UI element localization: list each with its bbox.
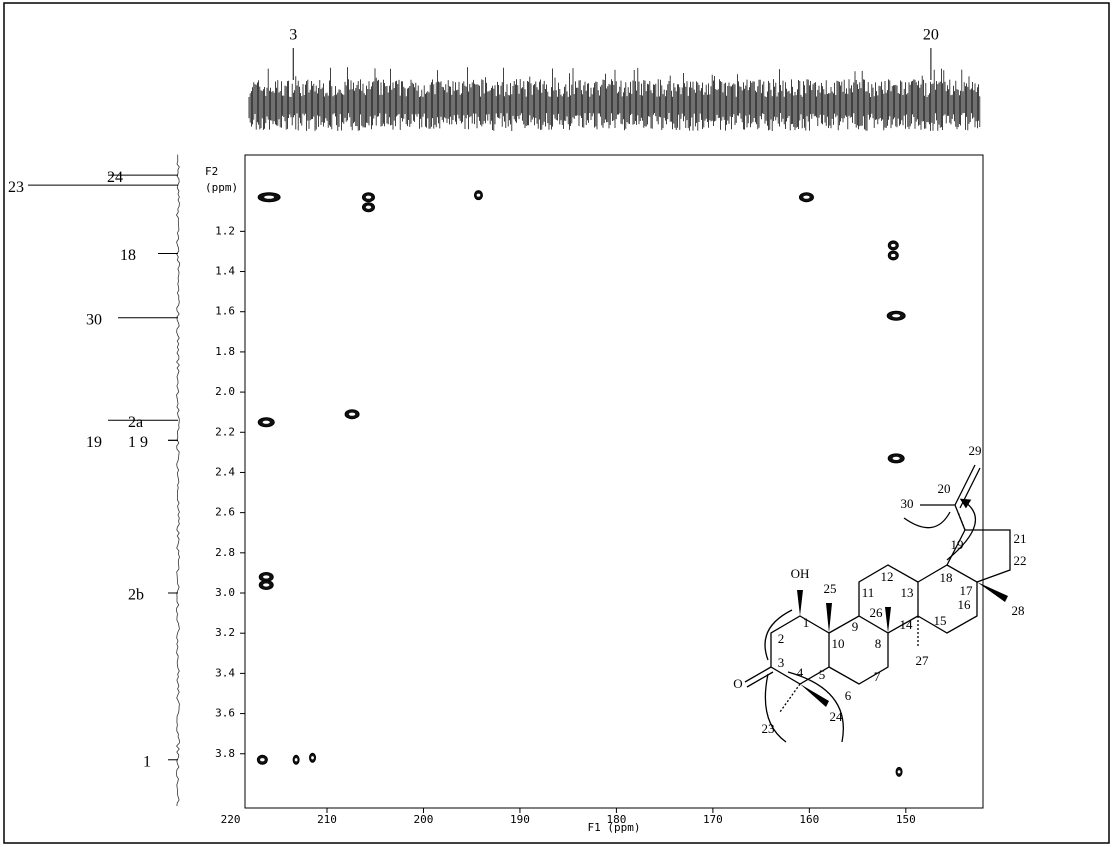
atom-label: 2 [778, 631, 785, 646]
rings [744, 464, 1011, 688]
atom-label: O [733, 676, 742, 691]
atom-label: 29 [969, 443, 982, 458]
cross-peak-contour [891, 253, 896, 258]
atom-label: 4 [797, 665, 804, 680]
atom-label: 12 [881, 569, 894, 584]
cross-peak-contour [263, 575, 270, 579]
x-tick-label: 180 [606, 813, 626, 826]
y-tick-label: 1.4 [215, 265, 235, 278]
atom-label: 7 [874, 669, 881, 684]
y-tick-label: 3.8 [215, 747, 235, 760]
atom-label: 22 [1014, 553, 1027, 568]
x-tick-label: 170 [703, 813, 723, 826]
cross-peak-contour [365, 195, 372, 199]
atom-label: 16 [958, 597, 972, 612]
cross-peak-contour [365, 205, 372, 209]
x-tick-label: 190 [510, 813, 530, 826]
x-tick-label: 200 [414, 813, 434, 826]
atom-label: 15 [934, 613, 947, 628]
f1-projection-trace [248, 67, 981, 131]
atom-label: 20 [938, 481, 951, 496]
cross-peak-contour [897, 770, 901, 774]
cross-peak-contour [891, 243, 896, 248]
y-tick-label: 3.0 [215, 586, 235, 599]
atom-label: 3 [778, 655, 785, 670]
f1-peak-label: 20 [923, 27, 939, 44]
y-tick-label: 2.2 [215, 425, 235, 438]
f2-peak-label: 2a [128, 414, 143, 431]
y-tick-label: 3.4 [215, 666, 235, 679]
plot-area [244, 154, 984, 809]
f2-peak-label: 18 [120, 247, 136, 264]
x-tick-label: 160 [799, 813, 819, 826]
x-tick-label: 150 [896, 813, 916, 826]
f2-peak-label: 23 [8, 179, 24, 196]
f2-peak-label: 1 9 [128, 434, 148, 451]
atom-label: 1 [803, 615, 810, 630]
f2-peak-label: 30 [86, 311, 102, 328]
frame [3, 2, 1110, 844]
y-tick-label: 1.8 [215, 345, 235, 358]
x-axis-label: F1 (ppm) [588, 821, 641, 834]
hmbc-plot: 220 210 200 190 180 170 160 1501.21.41.61.82.02… [8, 27, 984, 834]
f2-peak-label: 2b [128, 587, 144, 604]
atom-label: 6 [845, 688, 852, 703]
cross-peak-contour [348, 412, 356, 416]
atom-label: 10 [832, 636, 845, 651]
cross-peak-contour [262, 420, 270, 424]
atom-label: 28 [1012, 603, 1025, 618]
atom-label: 19 [951, 537, 964, 552]
atom-label: 30 [901, 496, 914, 511]
cross-peak-contour [476, 193, 481, 197]
f2-peak-label: 24 [107, 169, 123, 186]
hmbc-arrows [764, 500, 977, 743]
f2-peak-label: 19 [86, 434, 102, 451]
x-tick-label: 220 [221, 813, 241, 826]
y-axis-label: (ppm) [205, 181, 238, 194]
cross-peak-contour [263, 583, 270, 587]
atom-label: 23 [762, 721, 775, 736]
y-tick-label: 2.0 [215, 385, 235, 398]
cross-peak-contour [311, 756, 314, 760]
x-tick-label: 210 [317, 813, 337, 826]
y-tick-label: 3.2 [215, 626, 235, 639]
cross-peak-contour [892, 456, 900, 460]
cross-peak-contour [803, 195, 810, 199]
atom-label: 21 [1014, 531, 1027, 546]
atom-label: 13 [901, 585, 914, 600]
atom-label: 9 [852, 619, 859, 634]
cross-peak-contour [260, 758, 265, 762]
f2-peak-label: 1 [143, 753, 151, 770]
atom-label: 27 [916, 653, 930, 668]
atom-label: 18 [940, 570, 953, 585]
f2-projection-trace [176, 154, 180, 807]
hashed-bonds [779, 511, 966, 713]
y-tick-label: 2.8 [215, 546, 235, 559]
atom-label: 26 [870, 605, 884, 620]
cross-peak-contour [264, 195, 275, 199]
atom-label: 24 [830, 709, 844, 724]
atom-label: 5 [819, 667, 826, 682]
cross-peak-contour [892, 314, 901, 318]
y-tick-label: 2.4 [215, 465, 235, 478]
atom-label: 11 [862, 585, 875, 600]
y-tick-label: 3.6 [215, 707, 235, 720]
atom-label: 8 [875, 636, 882, 651]
y-tick-label: 1.6 [215, 305, 235, 318]
f1-peak-label: 3 [289, 27, 297, 44]
y-axis-label: F2 [205, 165, 218, 178]
atom-label: 14 [900, 617, 914, 632]
y-tick-label: 2.6 [215, 506, 235, 519]
cross-peak-contour [294, 758, 298, 762]
atom-label: 17 [960, 583, 974, 598]
atom-label: OH [791, 566, 810, 581]
y-tick-label: 1.2 [215, 224, 235, 237]
atom-label: 25 [824, 581, 837, 596]
